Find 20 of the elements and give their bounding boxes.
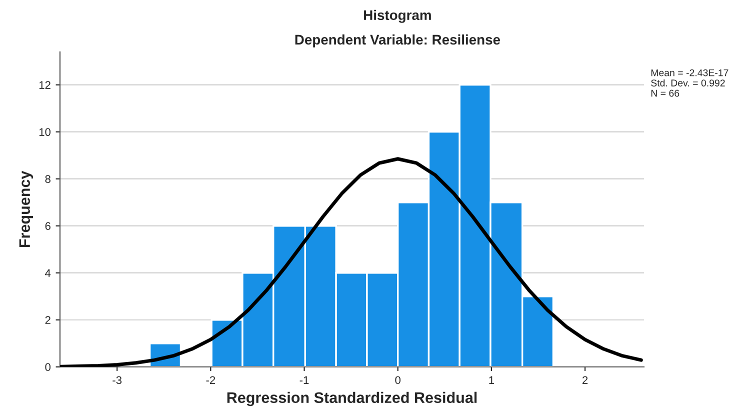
x-tick-label: -3 xyxy=(112,376,122,384)
y-tick-label: 0 xyxy=(45,363,51,372)
chart-title: Histogram xyxy=(364,10,431,23)
y-tick-label: 2 xyxy=(45,316,50,324)
x-tick-label: 2 xyxy=(582,376,588,384)
y-tick-label: 8 xyxy=(45,175,50,183)
text: Mean = -2.43E-17 xyxy=(651,69,728,76)
x-tick-label: 0 xyxy=(395,376,401,384)
y-axis-title: Frequency xyxy=(19,170,34,248)
y-tick-label: 10 xyxy=(39,128,51,136)
chart-subtitle: Dependent Variable: Resiliense xyxy=(295,34,500,48)
y-tick-label: 12 xyxy=(39,81,50,89)
text: N = 66 xyxy=(651,90,680,97)
y-tick-label: 6 xyxy=(45,222,50,230)
text: Std. Dev. = 0.992 xyxy=(651,79,725,86)
y-tick-label: 4 xyxy=(45,269,51,277)
x-tick-label: 1 xyxy=(489,376,494,384)
x-tick-label: -2 xyxy=(206,376,216,384)
x-axis-title: Regression Standardized Residual xyxy=(227,392,477,406)
x-tick-label: -1 xyxy=(300,376,309,384)
